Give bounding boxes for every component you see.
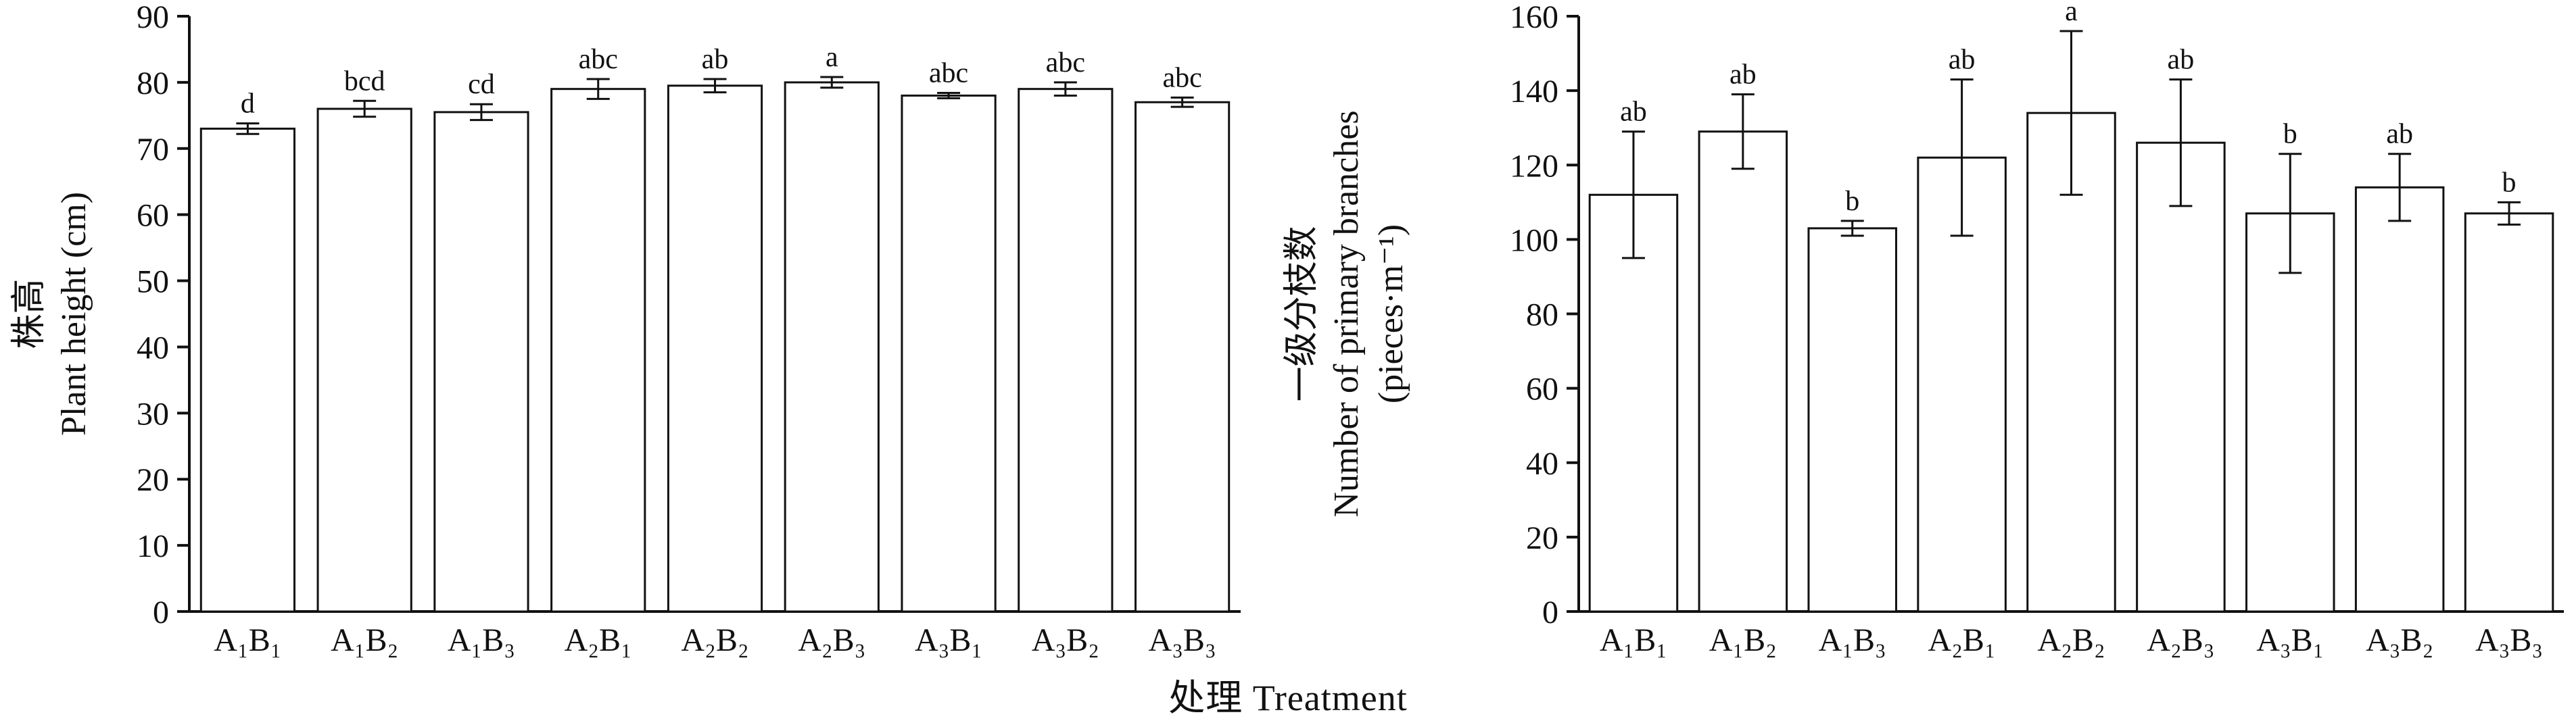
y-axis-title-cn: 株高 xyxy=(10,278,49,349)
bar xyxy=(1698,130,1788,613)
y-tick-label: 90 xyxy=(137,0,169,35)
y-tick-label: 80 xyxy=(1526,297,1558,333)
bar xyxy=(784,81,880,613)
y-tick-label: 80 xyxy=(137,66,169,101)
y-tick-label: 160 xyxy=(1510,0,1558,35)
y-tick-label: 40 xyxy=(1526,446,1558,482)
y-tick-label: 50 xyxy=(137,264,169,300)
x-tick-label: A₂B₂ xyxy=(681,622,748,658)
x-tick-label: A₁B₃ xyxy=(1819,622,1886,658)
y-tick-label: 40 xyxy=(137,330,169,366)
charts-row: 0 10 20 30 40 50 60 70 80 90 d A₁B₁ bcd A₁B₂ cd A₁B₃ abc… xyxy=(10,0,2564,658)
y-tick-label: 10 xyxy=(137,528,169,564)
significance-letter: abc xyxy=(579,44,618,75)
significance-letter: a xyxy=(826,42,838,73)
significance-letter: ab xyxy=(1620,97,1647,128)
primary-branches-chart: 020406080100120140160abA₁B₁abA₁B₂bA₁B₃ab… xyxy=(1283,0,2564,658)
significance-letter: d xyxy=(241,89,255,120)
bar xyxy=(550,88,646,613)
y-tick-label: 140 xyxy=(1510,74,1558,109)
y-tick-label: 20 xyxy=(137,462,169,498)
x-tick-label: A₃B₃ xyxy=(1149,622,1216,658)
significance-letter: ab xyxy=(1730,59,1757,91)
bar xyxy=(1135,101,1231,613)
y-tick-label: 70 xyxy=(137,132,169,168)
bar xyxy=(316,107,412,613)
bar xyxy=(1807,227,1897,613)
x-tick-label: A₂B₃ xyxy=(798,622,865,658)
x-axis-title: 处理 Treatment xyxy=(1168,678,1408,718)
x-tick-label: A₃B₁ xyxy=(915,622,982,658)
significance-letter: abc xyxy=(1162,62,1201,93)
y-axis-title-en: Number of primary branches xyxy=(1327,110,1366,517)
y-tick-label: 0 xyxy=(1542,595,1558,630)
significance-letter: ab xyxy=(2386,119,2413,150)
significance-letter: ab xyxy=(702,44,729,75)
significance-letter: abc xyxy=(929,58,968,89)
bar xyxy=(1588,193,1679,613)
significance-letter: a xyxy=(2065,0,2078,27)
y-tick-label: 30 xyxy=(137,396,169,432)
significance-letter: b xyxy=(1845,186,1859,217)
significance-letter: abc xyxy=(1046,47,1085,78)
x-tick-label: A₃B₃ xyxy=(2475,622,2543,658)
x-tick-label: A₂B₁ xyxy=(1928,622,1996,658)
y-tick-label: 120 xyxy=(1510,148,1558,184)
y-tick-label: 60 xyxy=(1526,372,1558,407)
significance-letter: cd xyxy=(468,69,495,100)
x-tick-label: A₁B₁ xyxy=(1600,622,1667,658)
significance-letter: bcd xyxy=(344,66,385,97)
y-tick-label: 60 xyxy=(137,198,169,234)
significance-letter: ab xyxy=(1949,45,1976,76)
y-tick-label: 20 xyxy=(1526,520,1558,556)
bar xyxy=(433,111,529,613)
significance-letter: b xyxy=(2502,167,2517,198)
y-axis-title-en: Plant height (cm) xyxy=(55,192,93,436)
x-tick-label: A₂B₁ xyxy=(565,622,632,658)
x-tick-label: A₃B₂ xyxy=(1032,622,1099,658)
y-tick-label: 100 xyxy=(1510,222,1558,258)
x-tick-label: A₃B₂ xyxy=(2366,622,2433,658)
bar xyxy=(667,84,763,613)
bar xyxy=(901,94,997,613)
x-tick-label: A₂B₃ xyxy=(2147,622,2214,658)
significance-letter: b xyxy=(2283,119,2297,150)
y-axis-title-unit: (pieces·m⁻¹) xyxy=(1372,224,1410,403)
x-tick-label: A₂B₂ xyxy=(2037,622,2105,658)
x-tick-label: A₁B₃ xyxy=(448,622,515,658)
x-tick-label: A₁B₂ xyxy=(1709,622,1777,658)
x-tick-label: A₁B₁ xyxy=(214,622,281,658)
significance-letter: ab xyxy=(2168,45,2195,76)
bar xyxy=(2464,212,2554,613)
bar xyxy=(2354,186,2445,613)
y-tick-label: 0 xyxy=(153,595,169,630)
bar xyxy=(2136,141,2226,613)
bar xyxy=(1018,88,1114,613)
bar xyxy=(199,127,295,613)
x-tick-label: A₃B₁ xyxy=(2256,622,2324,658)
plant-height-chart: 0 10 20 30 40 50 60 70 80 90 d A₁B₁ bcd A₁B₂ cd A₁B₃ abc… xyxy=(10,0,1241,658)
y-axis-title-cn: 一级分枝数 xyxy=(1283,226,1321,401)
bar xyxy=(2245,212,2335,613)
x-tick-label: A₁B₂ xyxy=(331,622,398,658)
